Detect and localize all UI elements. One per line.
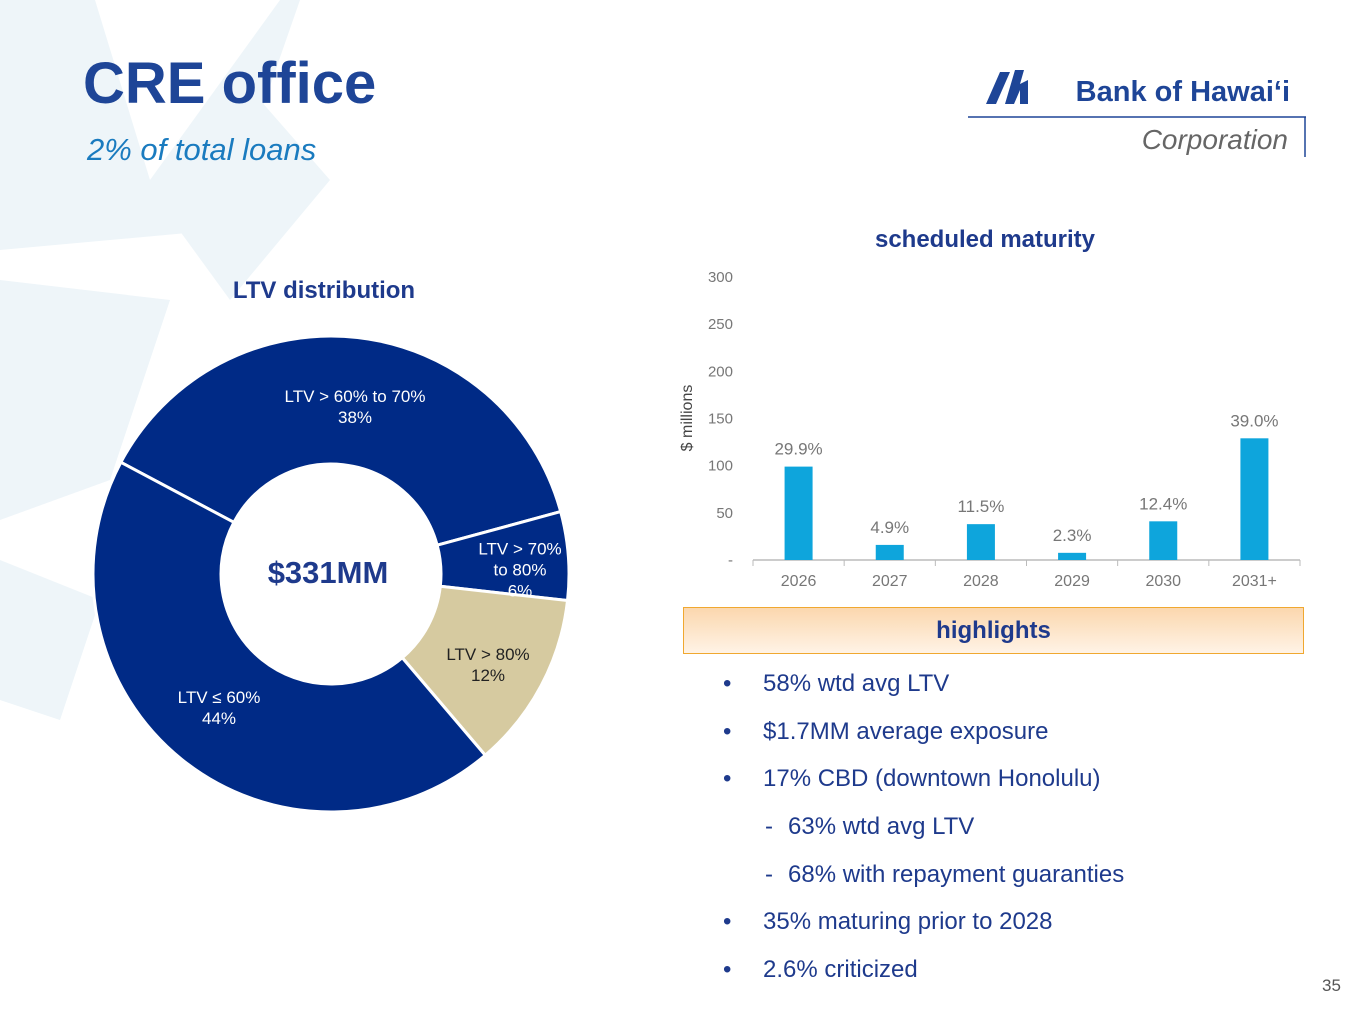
highlight-text: 17% CBD (downtown Honolulu)	[763, 765, 1101, 793]
bar-share-label: 39.0%	[1230, 411, 1278, 430]
y-tick-label: -	[728, 552, 733, 569]
x-tick-label: 2030	[1145, 573, 1181, 590]
bar-share-label: 12.4%	[1139, 494, 1187, 513]
bar	[966, 524, 995, 560]
y-tick-label: 250	[708, 316, 733, 333]
bar	[1058, 552, 1087, 560]
y-tick-label: 300	[708, 269, 733, 286]
x-tick-label: 2026	[781, 573, 817, 590]
x-tick-label: 2031+	[1232, 573, 1277, 590]
donut-title: LTV distribution	[233, 277, 415, 304]
highlight-subitem: 63% wtd avg LTV	[720, 807, 1320, 855]
y-tick-label: 150	[708, 411, 733, 428]
highlight-text: $1.7MM average exposure	[763, 717, 1049, 745]
highlight-item: 2.6% criticized	[720, 950, 1320, 998]
highlights-list: 58% wtd avg LTV $1.7MM average exposure 17…	[720, 664, 1320, 998]
segment-name: LTV > 70% to 80%	[478, 539, 562, 580]
x-tick-label: 2029	[1054, 573, 1090, 590]
y-tick-label: 100	[708, 458, 733, 475]
logo-sub: Corporation	[1142, 124, 1288, 155]
background-star	[0, 0, 330, 720]
segment-label: LTV ≤ 60% 44%	[159, 687, 279, 729]
highlight-item: 58% wtd avg LTV	[720, 664, 1320, 712]
donut-segment	[118, 334, 563, 547]
highlight-subtext: 63% wtd avg LTV	[788, 813, 975, 841]
highlight-text: 58% wtd avg LTV	[763, 670, 950, 697]
bar	[1240, 438, 1269, 560]
segment-label: LTV > 60% to 70% 38%	[280, 386, 430, 428]
segment-value: 44%	[201, 709, 237, 728]
bar-title: scheduled maturity	[875, 226, 1096, 253]
subtitle: 2% of total loans	[87, 132, 317, 167]
title: CRE office	[83, 51, 377, 116]
y-tick-label: 50	[716, 505, 733, 522]
highlight-item: 17% CBD (downtown Honolulu)	[720, 759, 1320, 807]
logo-name: Bank of Hawai‘i	[1076, 76, 1290, 108]
highlight-item: 35% maturing prior to 2028	[720, 902, 1320, 950]
segment-value: 12%	[470, 666, 506, 685]
donut-center: $331MM	[268, 555, 389, 590]
x-tick-label: 2027	[872, 573, 908, 590]
bar	[1149, 521, 1178, 560]
logo: Bank of Hawai‘i Corporation	[968, 70, 1306, 157]
bar	[784, 466, 813, 560]
highlight-subitem: 68% with repayment guaranties	[720, 855, 1320, 903]
segment-name: LTV > 80%	[446, 645, 530, 664]
segment-label: LTV > 80% 12%	[433, 644, 543, 686]
bar-share-label: 29.9%	[774, 440, 822, 459]
y-tick-label: 200	[708, 363, 733, 380]
segment-value: 6%	[507, 581, 533, 601]
y-axis-label: $ millions	[679, 385, 696, 452]
highlights-header: highlights	[683, 607, 1304, 654]
x-tick-label: 2028	[963, 573, 999, 590]
segment-value: 38%	[337, 408, 373, 427]
page-number: 35	[1322, 976, 1341, 995]
bar-share-label: 2.3%	[1053, 526, 1092, 545]
highlight-subtext: 68% with repayment guaranties	[788, 860, 1125, 888]
segment-name: LTV > 60% to 70%	[284, 387, 426, 406]
highlight-text: 35% maturing prior to 2028	[763, 908, 1053, 936]
bar	[875, 544, 904, 560]
highlight-text: 2.6% criticized	[763, 956, 918, 984]
segment-name: LTV ≤ 60%	[177, 688, 261, 707]
segment-label: LTV > 70% to 80% 6%	[470, 539, 570, 602]
highlight-item: $1.7MM average exposure	[720, 712, 1320, 760]
bar-share-label: 4.9%	[870, 518, 909, 537]
donut-segment	[91, 460, 488, 814]
bar-share-label: 11.5%	[957, 497, 1004, 516]
